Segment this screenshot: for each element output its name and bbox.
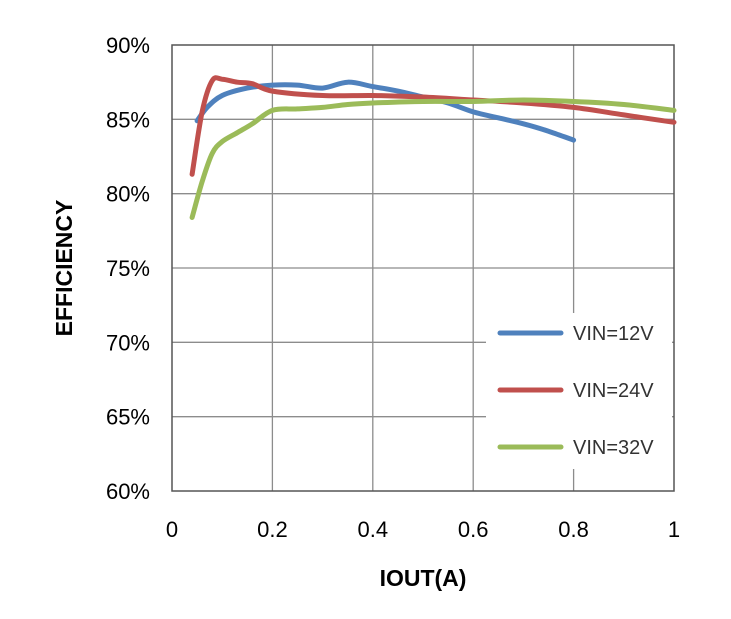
y-tick-label: 85%: [106, 107, 150, 132]
legend-label: VIN=24V: [573, 380, 654, 402]
series-line-vin-12v: [194, 79, 577, 143]
x-tick-label: 1: [668, 517, 680, 542]
x-tick-label: 0: [166, 517, 178, 542]
y-tick-label: 80%: [106, 182, 150, 207]
x-tick-labels: 0 0.2 0.4 0.6 0.8 1: [166, 517, 680, 542]
x-tick-label: 0.2: [257, 517, 288, 542]
y-axis-title: EFFICIENCY: [51, 200, 77, 337]
y-tick-label: 70%: [106, 330, 150, 355]
y-tick-label: 65%: [106, 405, 150, 430]
x-tick-label: 0.8: [558, 517, 589, 542]
legend-label: VIN=12V: [573, 323, 654, 345]
y-tick-label: 60%: [106, 479, 150, 504]
series-lines: [189, 75, 677, 220]
y-tick-label: 75%: [106, 256, 150, 281]
x-axis-title: IOUT(A): [380, 565, 467, 591]
legend: VIN=12V VIN=24V VIN=32V: [486, 313, 672, 469]
plot-frame: [171, 44, 675, 492]
x-tick-label: 0.4: [358, 517, 389, 542]
legend-label: VIN=32V: [573, 437, 654, 459]
series-line-vin-32v: [189, 97, 677, 220]
series-line-vin-24v: [189, 75, 677, 177]
y-tick-labels: 60% 65% 70% 75% 80% 85% 90%: [106, 33, 150, 504]
y-tick-label: 90%: [106, 33, 150, 58]
grid-lines: [172, 45, 674, 491]
x-tick-label: 0.6: [458, 517, 489, 542]
